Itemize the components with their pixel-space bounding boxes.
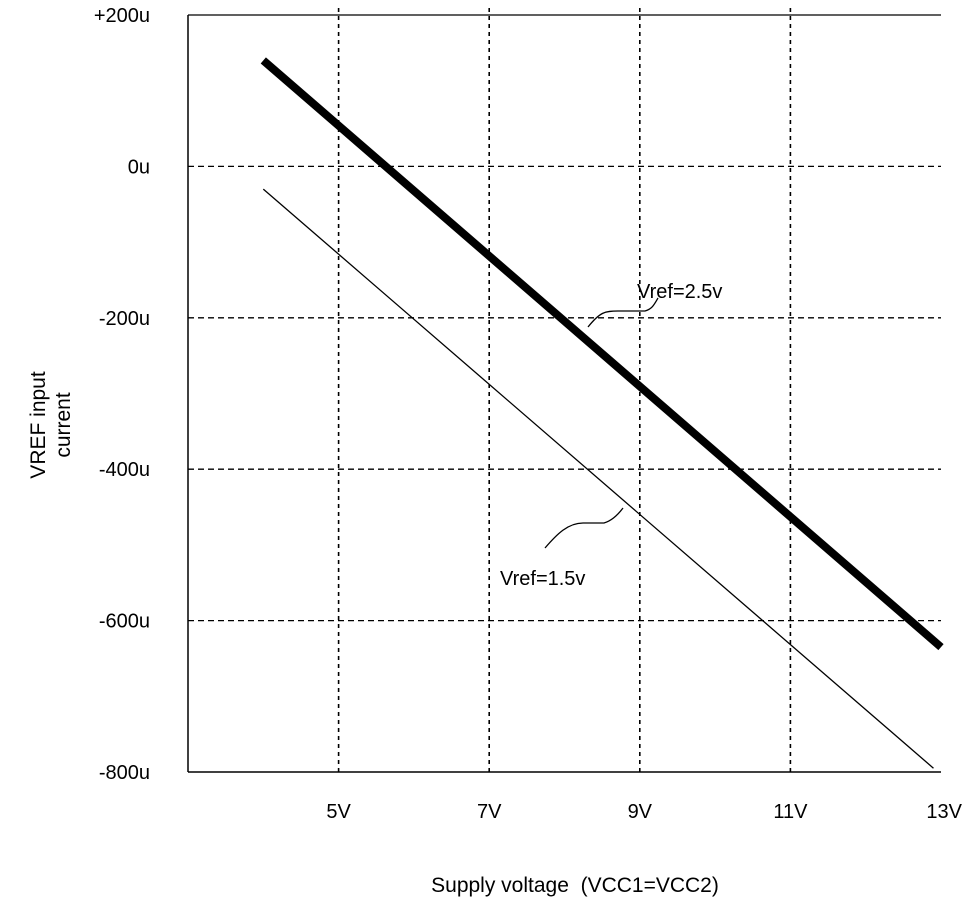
y-axis-label-line1: VREF input — [27, 371, 50, 479]
leader-vref-1-5 — [544, 507, 624, 549]
series-line-vref-1-5 — [262, 188, 934, 769]
x-tick-labels: 5V 7V 9V 11V 13V — [326, 801, 962, 823]
x-tick-label: 9V — [628, 801, 653, 823]
annotation-vref-2-5: Vref=2.5v — [637, 281, 722, 303]
annotation-leaders — [544, 297, 659, 549]
y-tick-label: 0u — [128, 156, 150, 178]
x-axis-label: Supply voltage (VCC1=VCC2) — [431, 874, 719, 897]
y-tick-label: -800u — [99, 762, 150, 784]
y-tick-label: -400u — [99, 459, 150, 481]
x-tick-label: 5V — [326, 801, 351, 823]
leader-vref-2-5 — [587, 297, 659, 328]
series-line-vref-2-5 — [260, 57, 944, 651]
series-lines — [260, 57, 944, 769]
y-axis-label-line2: current — [52, 392, 75, 458]
grid-lines — [188, 8, 941, 772]
y-tick-label: +200u — [94, 5, 150, 27]
y-tick-label: -200u — [99, 308, 150, 330]
x-tick-label: 7V — [477, 801, 502, 823]
y-tick-labels: +200u 0u -200u -400u -600u -800u — [94, 5, 150, 784]
x-tick-label: 11V — [773, 801, 808, 823]
annotation-vref-1-5: Vref=1.5v — [500, 568, 585, 590]
y-tick-label: -600u — [99, 611, 150, 633]
plot-frame — [187, 14, 941, 773]
x-tick-label: 13V — [926, 801, 962, 823]
